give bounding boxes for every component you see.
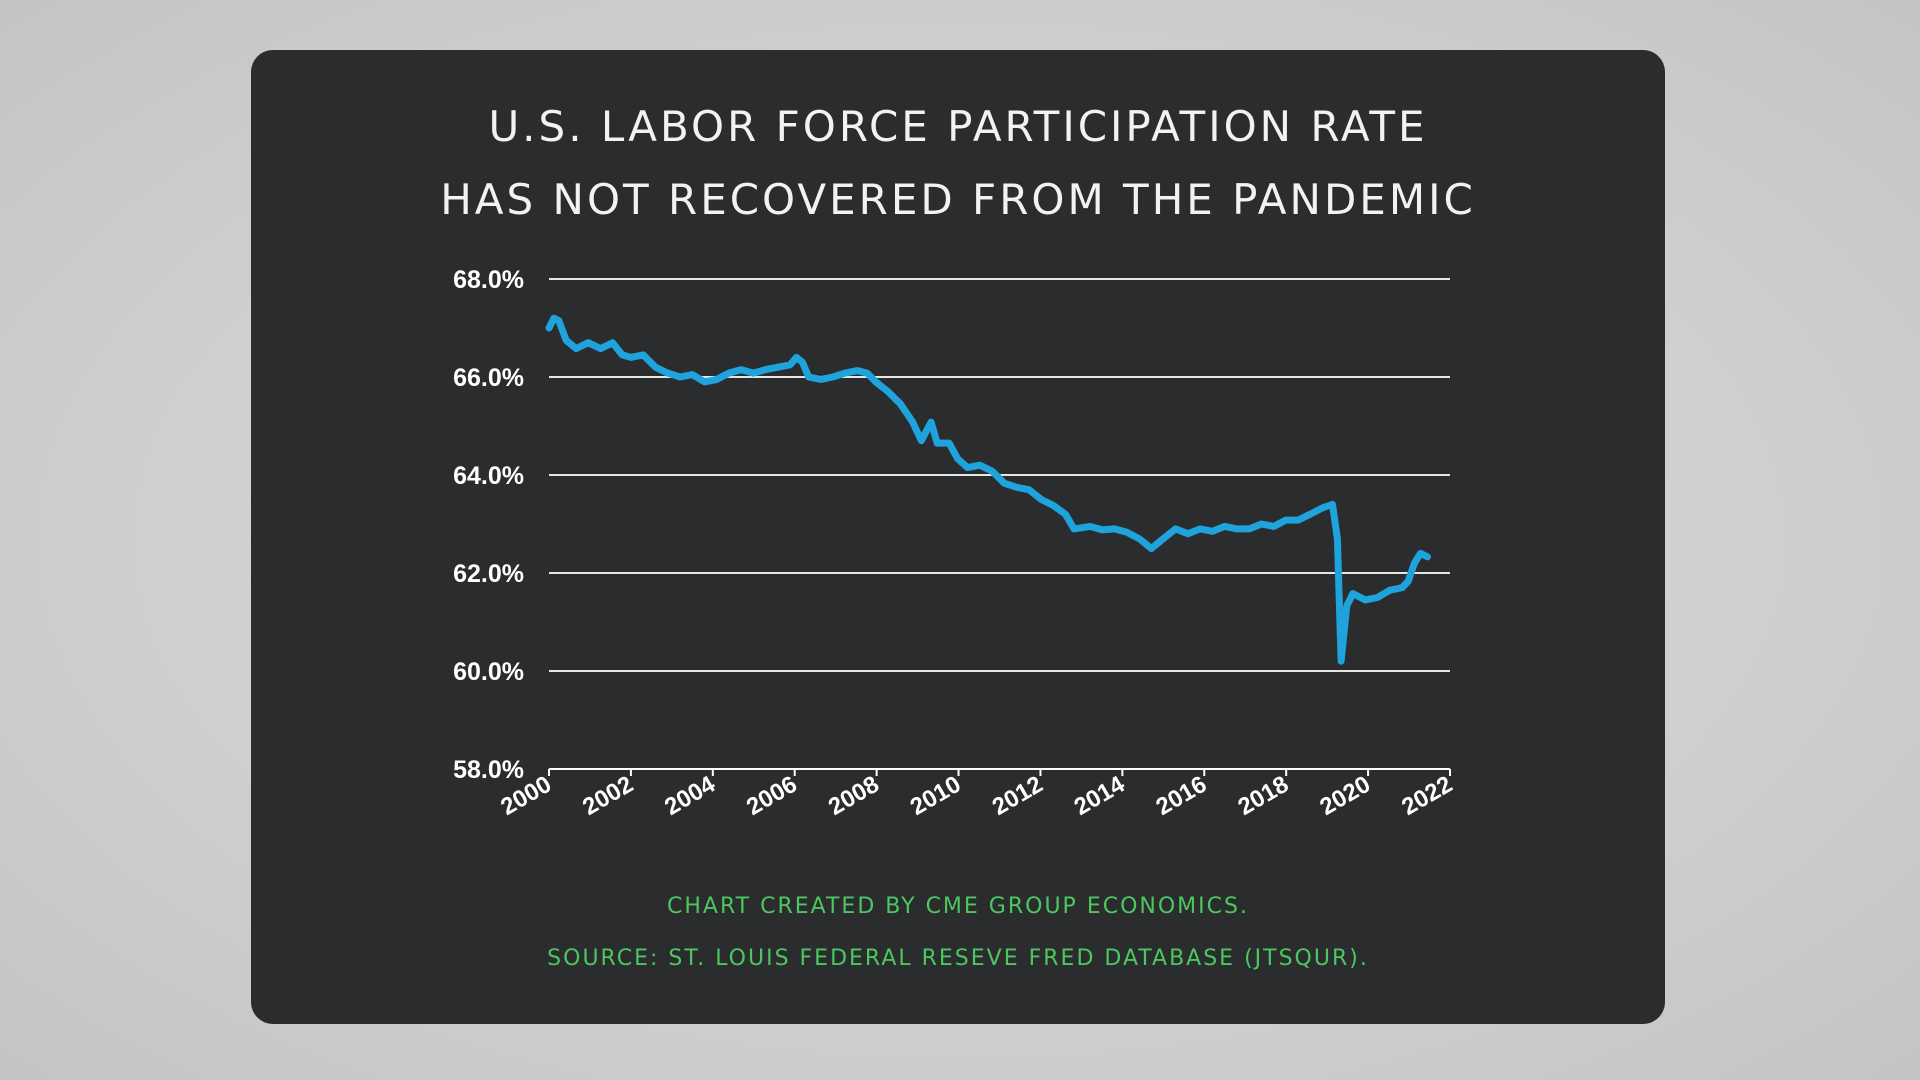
chart-title-line-1: U.S. LABOR FORCE PARTICIPATION RATE bbox=[488, 102, 1428, 151]
x-tick-label: 2006 bbox=[742, 771, 802, 821]
chart-card: U.S. LABOR FORCE PARTICIPATION RATE HAS … bbox=[251, 50, 1665, 1024]
x-tick-label: 2008 bbox=[824, 771, 884, 821]
y-tick-label: 62.0% bbox=[453, 560, 524, 588]
y-tick-label: 58.0% bbox=[453, 756, 524, 784]
x-tick-label: 2010 bbox=[906, 771, 966, 821]
x-tick-label: 2002 bbox=[578, 771, 638, 821]
chart-source: SOURCE: ST. LOUIS FEDERAL RESEVE FRED DA… bbox=[547, 946, 1369, 971]
x-tick-label: 2014 bbox=[1070, 770, 1130, 820]
chart-title-line-2: HAS NOT RECOVERED FROM THE PANDEMIC bbox=[440, 175, 1476, 224]
x-tick-label: 2004 bbox=[660, 770, 720, 820]
x-tick-label: 2012 bbox=[988, 771, 1048, 821]
chart-credit: CHART CREATED BY CME GROUP ECONOMICS. bbox=[667, 894, 1249, 919]
x-tick-label: 2018 bbox=[1233, 771, 1293, 821]
x-tick-label: 2016 bbox=[1152, 771, 1212, 821]
series-line bbox=[545, 314, 1431, 665]
y-tick-label: 68.0% bbox=[453, 266, 524, 294]
x-tick-label: 2020 bbox=[1315, 771, 1375, 821]
y-tick-label: 60.0% bbox=[453, 658, 524, 686]
y-tick-label: 64.0% bbox=[453, 462, 524, 490]
y-tick-label: 66.0% bbox=[453, 364, 524, 392]
x-tick-label: 2022 bbox=[1397, 771, 1457, 821]
